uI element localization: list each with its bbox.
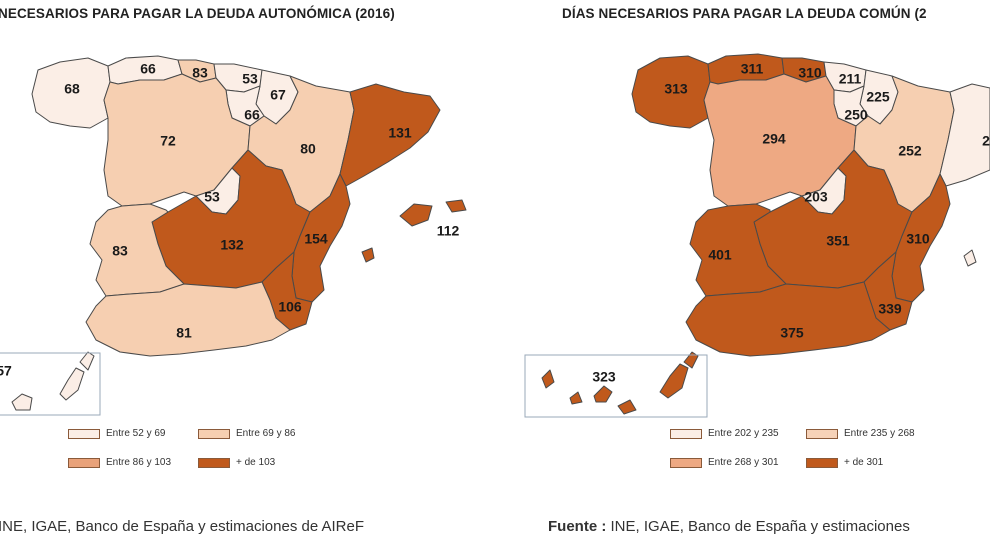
region-baleares-2 [445,199,467,213]
region-value-label: 67 [270,87,286,103]
region-value-label: 154 [304,231,328,247]
legend-label: Entre 235 y 268 [844,428,915,439]
region-value-label: 53 [242,71,258,87]
legend-swatch [670,457,702,468]
legend-swatch [198,428,230,439]
left-map-title: NECESARIOS PARA PAGAR LA DEUDA AUTONÓMIC… [0,6,395,21]
right-map-title: DÍAS NECESARIOS PARA PAGAR LA DEUDA COMÚ… [562,6,927,21]
legend-label: Entre 69 y 86 [236,428,296,439]
legend-label: Entre 268 y 301 [708,457,779,468]
left-choropleth-map: 68 66 83 53 67 66 72 80 131 53 132 154 112 83 106 81 57 [0,55,467,416]
region-valencia [891,173,951,303]
right-source-note: Fuente : INE, IGAE, Banco de España y es… [548,518,910,535]
region-value-label: 132 [220,237,244,253]
canarias-inset-frame [524,354,708,418]
region-value-label: 81 [176,325,192,341]
region-valencia [291,173,351,303]
source-text: INE, IGAE, Banco de España y estimacione… [0,518,365,535]
region-value-label: 225 [866,89,890,105]
region-value-label: 311 [741,61,764,77]
region-canarias-1 [541,369,555,389]
region-canarias-1 [11,393,33,411]
region-cataluna [339,83,441,187]
region-value-label: 323 [592,369,616,385]
region-baleares-3 [361,247,375,263]
region-value-label: 66 [140,61,156,77]
legend-label: + de 103 [236,457,276,468]
region-value-label: 72 [160,133,176,149]
region-cataluna [939,83,990,187]
legend-swatch [670,428,702,439]
region-baleares-1 [399,203,433,227]
region-value-label: 294 [762,131,786,147]
region-value-label: 401 [708,247,732,263]
region-value-label: 339 [878,301,902,317]
region-canarias-4 [617,399,637,415]
region-value-label: 53 [204,189,220,205]
legend-label: + de 301 [844,457,884,468]
legend-label: Entre 202 y 235 [708,428,779,439]
region-value-label: 310 [798,65,822,81]
region-canarias-3 [79,351,95,371]
region-value-label: 83 [112,243,128,259]
region-baleares [963,249,977,267]
region-value-label: 252 [898,143,922,159]
region-value-label: 351 [826,233,850,249]
region-value-label: 68 [64,81,80,97]
legend-item: Entre 69 y 86 [198,428,295,439]
region-canarias-3 [593,385,613,403]
region-value-label: 250 [844,107,868,123]
canarias-inset-frame [0,352,101,416]
region-value-label: 310 [906,231,930,247]
legend-item: Entre 52 y 69 [68,428,165,439]
source-text: INE, IGAE, Banco de España y estimacione… [610,518,910,535]
legend-item: Entre 268 y 301 [670,457,779,468]
region-canarias-6 [683,351,699,369]
legend-item: Entre 86 y 103 [68,457,171,468]
legend-item: Entre 235 y 268 [806,428,915,439]
region-value-label: 131 [388,125,412,141]
region-value-label: 2 [982,133,990,149]
left-source-note: INE, IGAE, Banco de España y estimacione… [0,518,364,535]
region-value-label: 203 [804,189,828,205]
region-value-label: 313 [664,81,688,97]
source-label: Fuente : [548,518,607,535]
region-value-label: 211 [839,71,862,87]
region-canarias-2 [569,391,583,405]
region-value-label: 112 [437,223,460,239]
legend-swatch [806,457,838,468]
region-andalucia [85,281,291,357]
legend-label: Entre 86 y 103 [106,457,172,468]
legend-item: + de 103 [198,457,275,468]
region-canarias-5 [659,363,689,399]
legend-swatch [68,428,100,439]
legend-item: Entre 202 y 235 [670,428,779,439]
legend-label: Entre 52 y 69 [106,428,166,439]
region-value-label: 83 [192,65,208,81]
region-andalucia [685,281,891,357]
region-value-label: 57 [0,363,12,379]
region-value-label: 106 [278,299,302,315]
legend-swatch [198,457,230,468]
region-value-label: 80 [300,141,316,157]
region-value-label: 375 [780,325,804,341]
region-value-label: 66 [244,107,260,123]
legend-item: + de 301 [806,457,883,468]
region-canarias-2 [59,367,85,401]
legend-swatch [806,428,838,439]
legend-swatch [68,457,100,468]
